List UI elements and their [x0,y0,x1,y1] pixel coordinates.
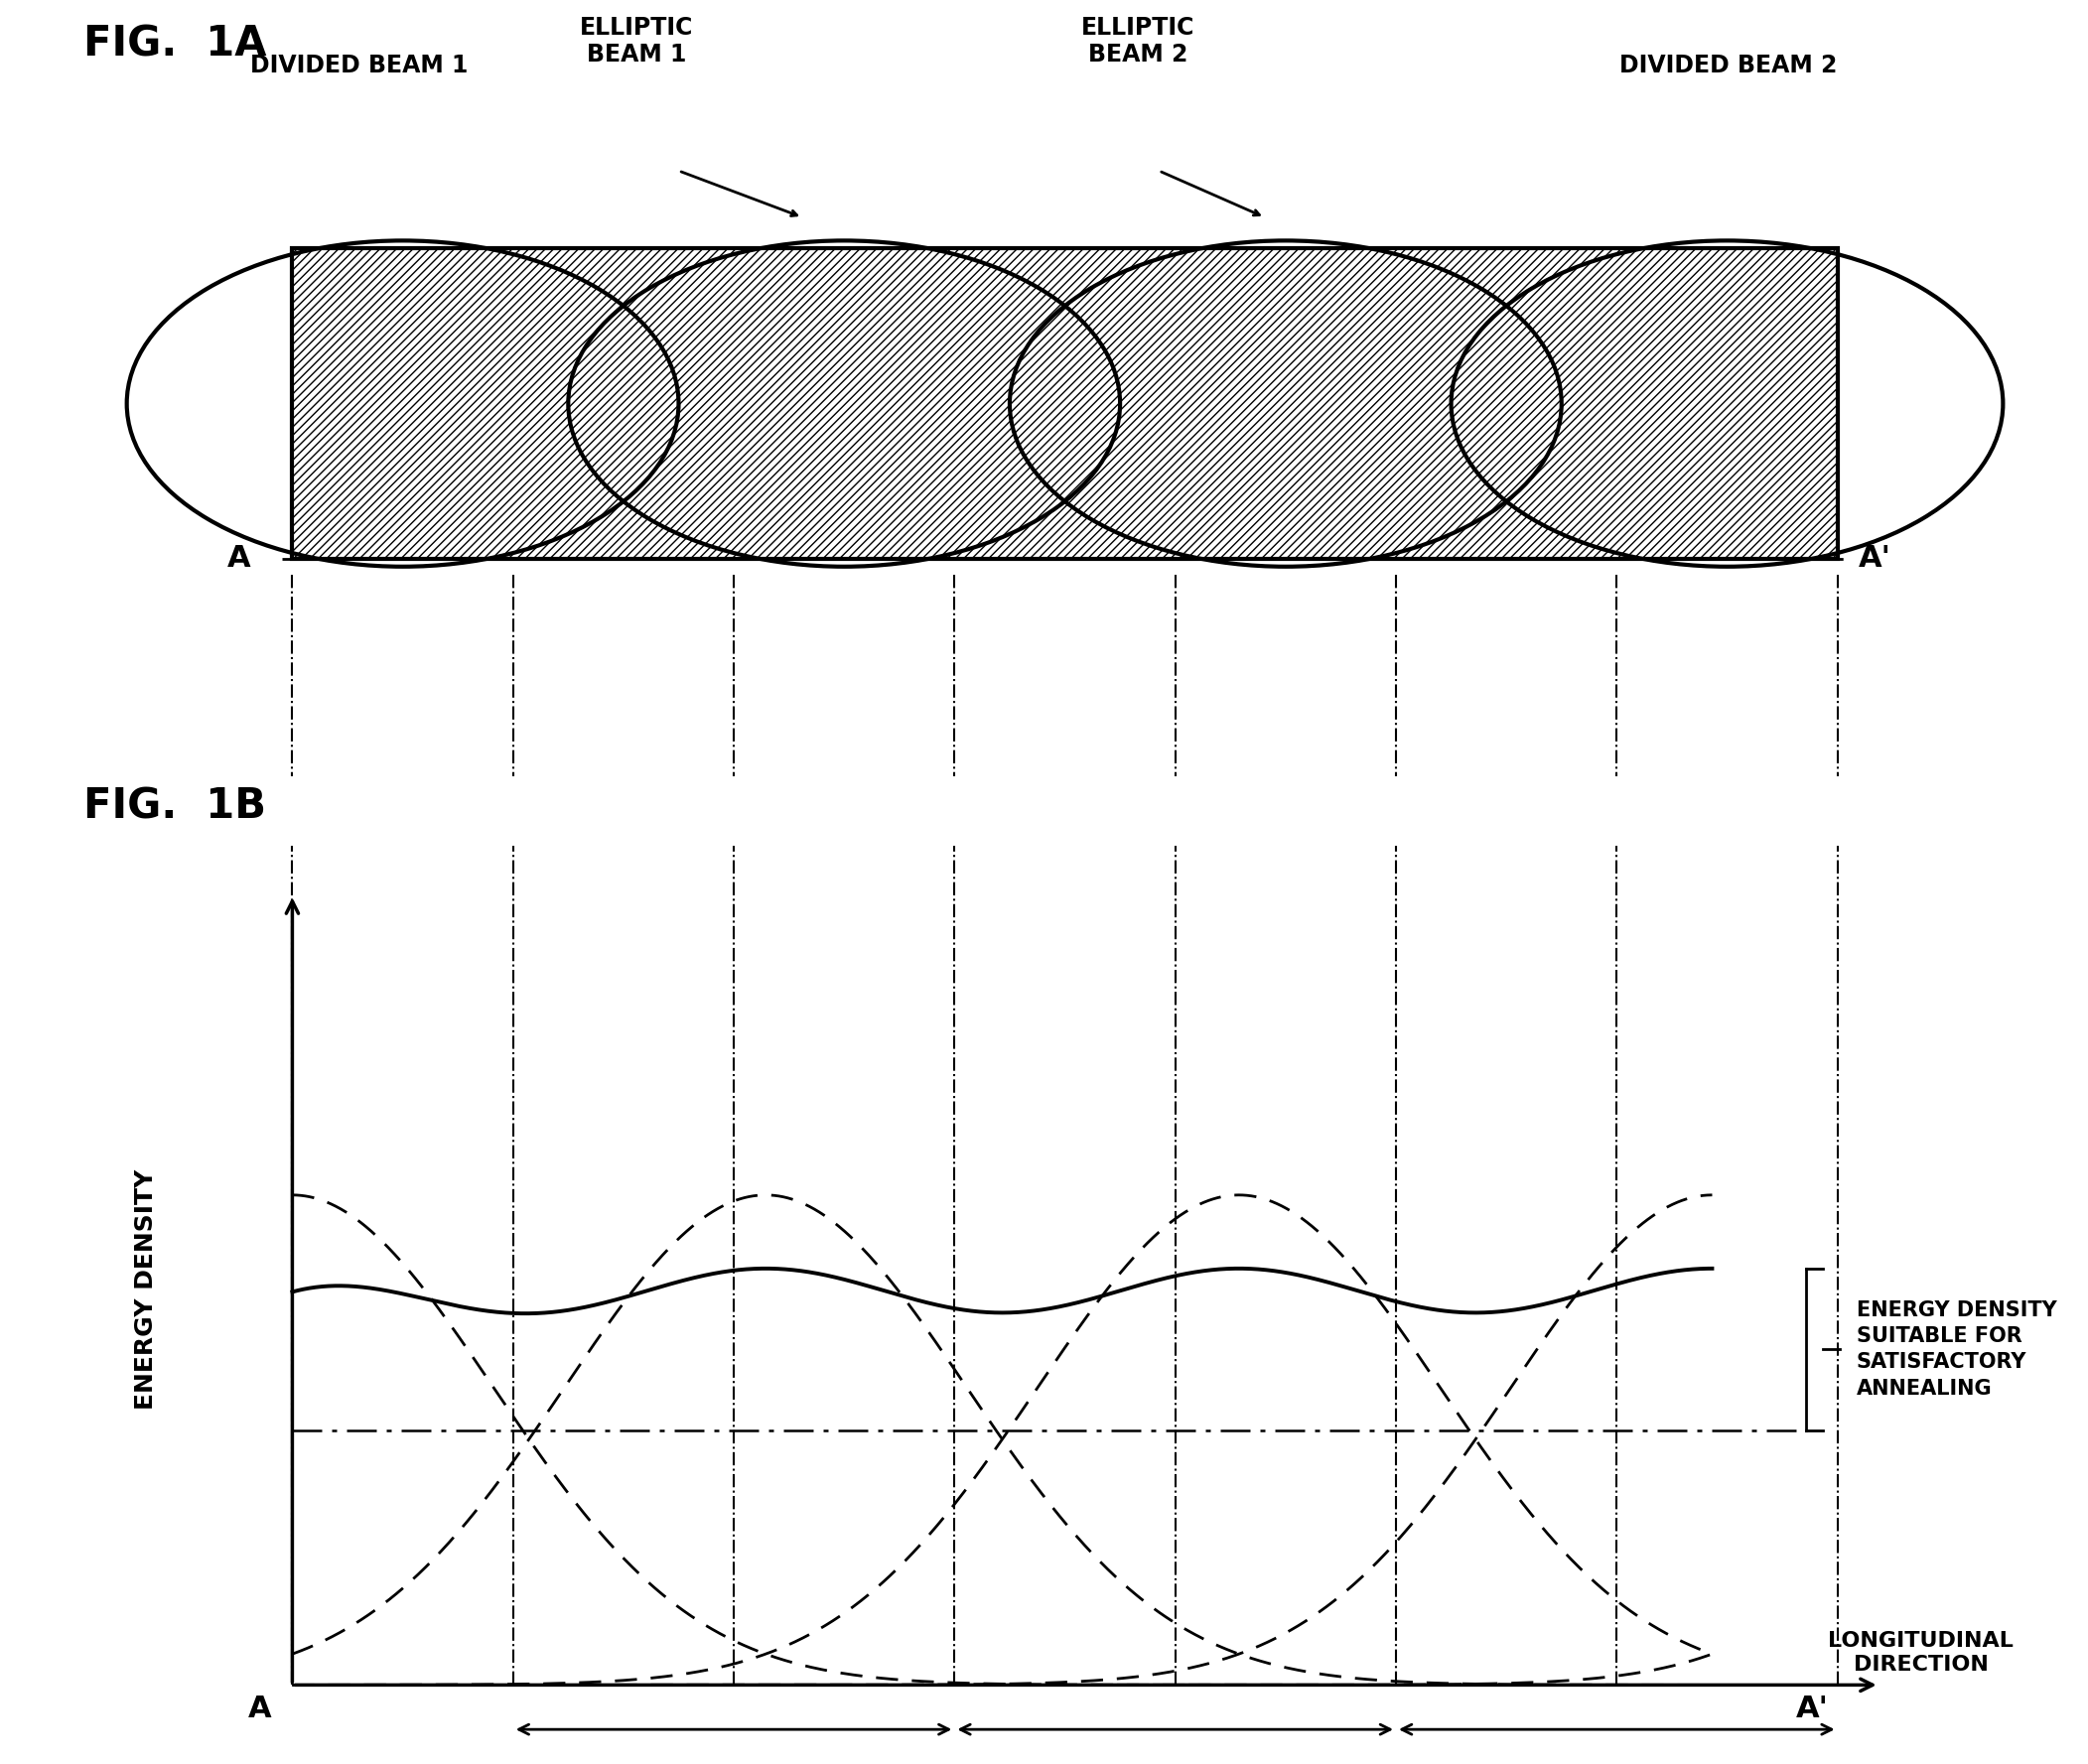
Text: LONGITUDINAL
DIRECTION: LONGITUDINAL DIRECTION [1829,1630,2013,1676]
Text: A: A [248,1695,271,1723]
Text: FIG.  1A: FIG. 1A [84,23,267,65]
Text: ELLIPTIC
BEAM 2: ELLIPTIC BEAM 2 [1082,16,1194,67]
Polygon shape [292,249,1837,559]
Text: A': A' [1858,545,1892,573]
Text: FIG.  1B: FIG. 1B [84,787,265,827]
Text: DIVIDED BEAM 1: DIVIDED BEAM 1 [251,53,468,78]
Text: ELLIPTIC
BEAM 1: ELLIPTIC BEAM 1 [580,16,693,67]
Text: A': A' [1796,1695,1829,1723]
Text: ENERGY DENSITY: ENERGY DENSITY [134,1170,159,1409]
Text: A: A [228,545,251,573]
Text: ENERGY DENSITY
SUITABLE FOR
SATISFACTORY
ANNEALING: ENERGY DENSITY SUITABLE FOR SATISFACTORY… [1856,1300,2057,1399]
Text: DIVIDED BEAM 2: DIVIDED BEAM 2 [1620,53,1837,78]
